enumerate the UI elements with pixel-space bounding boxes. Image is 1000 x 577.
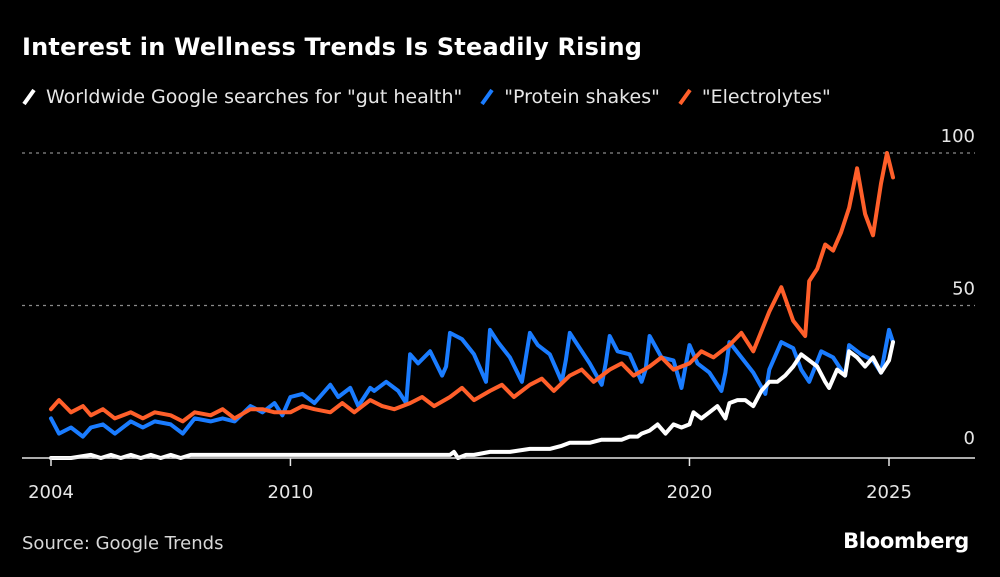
series-lines bbox=[49, 151, 895, 460]
x-tick-label: 2010 bbox=[268, 482, 314, 503]
x-tick-label: 2020 bbox=[667, 482, 713, 503]
y-tick-label: 50 bbox=[952, 279, 975, 300]
legend: Worldwide Google searches for "gut healt… bbox=[22, 86, 849, 108]
y-tick-label: 0 bbox=[964, 428, 975, 449]
legend-label: "Electrolytes" bbox=[701, 86, 831, 108]
x-tick-label: 2025 bbox=[866, 482, 912, 503]
series-line-gut-health bbox=[49, 340, 895, 460]
legend-swatch-line bbox=[22, 88, 36, 106]
legend-item-gut-health: Worldwide Google searches for "gut healt… bbox=[22, 86, 462, 108]
x-tick-label: 2004 bbox=[28, 482, 74, 503]
legend-item-electrolytes: "Electrolytes" bbox=[678, 86, 831, 108]
legend-swatch-line bbox=[678, 88, 692, 106]
chart-title: Interest in Wellness Trends Is Steadily … bbox=[22, 33, 643, 61]
source-note: Source: Google Trends bbox=[22, 533, 224, 554]
legend-label: "Protein shakes" bbox=[504, 86, 660, 108]
line-swatch-icon bbox=[22, 88, 36, 106]
legend-label: Worldwide Google searches for "gut healt… bbox=[46, 86, 463, 108]
gridlines: 0 50 100 bbox=[22, 126, 975, 449]
series-line-electrolytes bbox=[49, 151, 895, 424]
series-line-protein-shakes bbox=[49, 327, 895, 439]
y-tick-label: 100 bbox=[941, 126, 975, 147]
x-axis: 2004 2010 2020 2025 bbox=[22, 457, 975, 503]
bloomberg-logo: Bloomberg bbox=[843, 529, 969, 553]
legend-item-protein-shakes: "Protein shakes" bbox=[480, 86, 660, 108]
line-swatch-icon bbox=[678, 88, 692, 106]
line-swatch-icon bbox=[480, 88, 494, 106]
legend-swatch-line bbox=[480, 88, 494, 106]
